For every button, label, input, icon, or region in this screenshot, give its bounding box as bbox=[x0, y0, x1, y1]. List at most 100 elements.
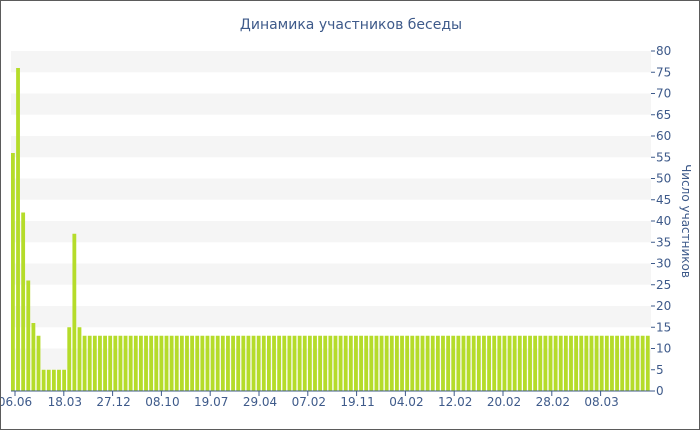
y-tick-label: 80 bbox=[656, 44, 671, 58]
bar bbox=[343, 335, 348, 391]
bar bbox=[400, 335, 404, 391]
grid-bands bbox=[11, 51, 651, 391]
bar bbox=[517, 335, 522, 391]
bar bbox=[169, 335, 174, 391]
bar bbox=[149, 335, 154, 391]
bar bbox=[425, 335, 430, 391]
chart-title: Динамика участников беседы bbox=[240, 17, 462, 33]
bar bbox=[635, 335, 640, 391]
bar bbox=[584, 335, 589, 391]
bar bbox=[251, 335, 256, 391]
grid-band bbox=[11, 263, 651, 285]
bar bbox=[589, 335, 594, 391]
bar bbox=[538, 335, 543, 391]
y-tick-label: 75 bbox=[656, 65, 671, 79]
bar bbox=[558, 335, 563, 391]
bar bbox=[282, 335, 287, 391]
x-tick-label: 06.06 bbox=[1, 395, 32, 409]
x-tick-label: 12.02 bbox=[438, 395, 472, 409]
bar bbox=[435, 335, 440, 391]
bar bbox=[569, 335, 573, 391]
bar bbox=[466, 335, 471, 391]
bar bbox=[46, 369, 51, 391]
bar bbox=[26, 280, 31, 391]
grid-band bbox=[11, 221, 651, 243]
bar bbox=[410, 335, 415, 391]
bar bbox=[579, 335, 584, 391]
grid-band bbox=[11, 306, 651, 328]
bar bbox=[267, 335, 271, 391]
grid-band bbox=[11, 242, 651, 264]
grid-band bbox=[11, 199, 651, 221]
bar bbox=[533, 335, 538, 391]
y-tick-label: 15 bbox=[656, 320, 671, 334]
bar bbox=[226, 335, 230, 391]
bar bbox=[154, 335, 159, 391]
bar bbox=[645, 335, 650, 391]
bar bbox=[205, 335, 210, 391]
bar bbox=[348, 335, 353, 391]
bar bbox=[620, 335, 625, 391]
bar bbox=[461, 335, 466, 391]
x-tick-label: 28.02 bbox=[536, 395, 570, 409]
bar bbox=[77, 327, 82, 391]
bar bbox=[507, 335, 512, 391]
y-tick-label: 25 bbox=[656, 278, 671, 292]
bar bbox=[277, 335, 282, 391]
bar bbox=[190, 335, 195, 391]
bar bbox=[553, 335, 558, 391]
bar bbox=[272, 335, 276, 391]
x-tick-label: 19.07 bbox=[194, 395, 228, 409]
bar bbox=[574, 335, 579, 391]
bar bbox=[543, 335, 548, 391]
bar bbox=[415, 335, 420, 391]
bar bbox=[563, 335, 568, 391]
x-tick-label: 08.10 bbox=[145, 395, 179, 409]
bar bbox=[11, 153, 15, 391]
bar bbox=[36, 335, 41, 391]
bar bbox=[630, 335, 635, 391]
y-axis-label: Число участников bbox=[679, 164, 693, 278]
y-tick-label: 35 bbox=[656, 235, 671, 249]
bar bbox=[610, 335, 614, 391]
bar bbox=[98, 335, 102, 391]
bar bbox=[241, 335, 246, 391]
bar bbox=[287, 335, 292, 391]
bar bbox=[72, 233, 77, 391]
bar bbox=[430, 335, 435, 391]
bar bbox=[174, 335, 179, 391]
bar bbox=[21, 212, 26, 391]
bar bbox=[256, 335, 261, 391]
bar bbox=[292, 335, 297, 391]
bar bbox=[179, 335, 184, 391]
bar bbox=[487, 335, 491, 391]
bar bbox=[67, 327, 72, 391]
bar bbox=[604, 335, 609, 391]
bar bbox=[451, 335, 456, 391]
y-tick-label: 10 bbox=[656, 342, 671, 356]
bar bbox=[51, 369, 56, 391]
bar bbox=[441, 335, 445, 391]
bar bbox=[446, 335, 451, 391]
bar bbox=[640, 335, 645, 391]
bar bbox=[471, 335, 476, 391]
x-tick-label: 18.03 bbox=[48, 395, 82, 409]
bar bbox=[405, 335, 410, 391]
bar bbox=[133, 335, 138, 391]
grid-band bbox=[11, 136, 651, 158]
bar bbox=[307, 335, 312, 391]
bar bbox=[389, 335, 394, 391]
bar bbox=[41, 369, 46, 391]
bar bbox=[62, 369, 67, 391]
y-tick-label: 0 bbox=[656, 384, 664, 398]
bar bbox=[359, 335, 363, 391]
y-tick-label: 30 bbox=[656, 257, 671, 271]
x-tick-label: 20.02 bbox=[487, 395, 521, 409]
x-tick-label: 07.02 bbox=[292, 395, 326, 409]
bar bbox=[502, 335, 507, 391]
grid-band bbox=[11, 72, 651, 94]
bar bbox=[379, 335, 384, 391]
bar bbox=[528, 335, 532, 391]
bar bbox=[220, 335, 225, 391]
